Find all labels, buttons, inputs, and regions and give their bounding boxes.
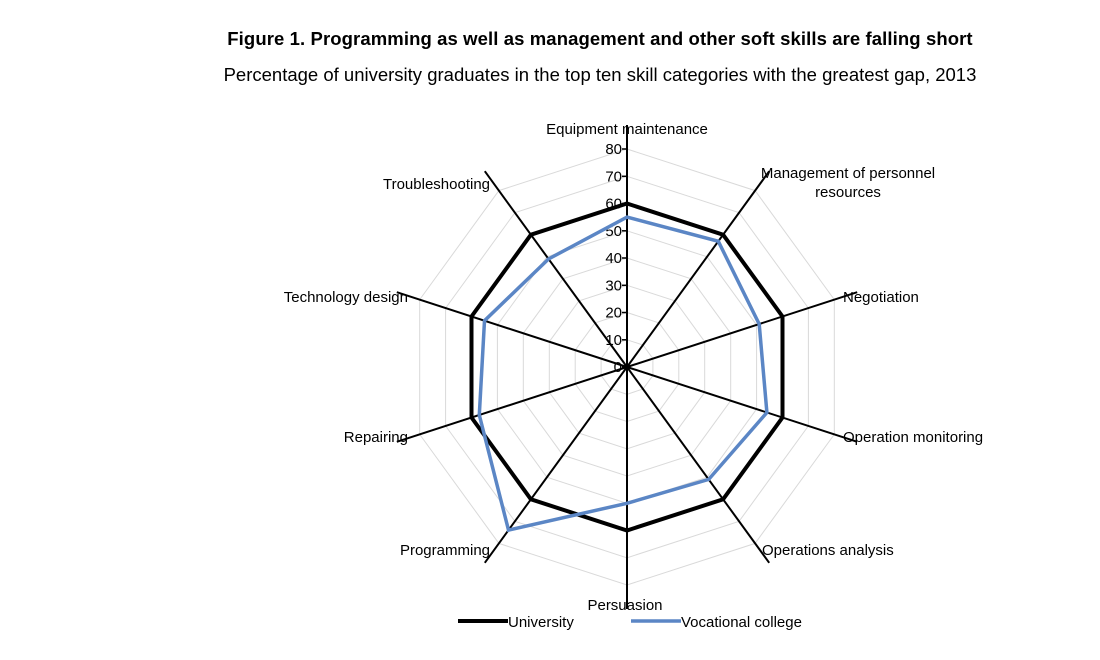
category-label-troubleshooting: Troubleshooting <box>383 176 490 193</box>
spoke-8 <box>396 366 628 443</box>
category-label-management-of-personnel-resources: Management of personnel resources <box>761 165 935 201</box>
tick-label-0: 0 <box>614 359 622 376</box>
tick-label-20: 20 <box>605 305 622 322</box>
category-label-operation-monitoring: Operation monitoring <box>843 429 983 446</box>
category-label-repairing: Repairing <box>344 429 408 446</box>
spoke-4 <box>626 366 858 443</box>
category-label-persuasion: Persuasion <box>587 597 662 614</box>
category-label-equipment-maintenance: Equipment maintenance <box>546 121 708 138</box>
legend-label-vocational-college: Vocational college <box>681 614 802 631</box>
chart-subtitle: Percentage of university graduates in th… <box>223 64 977 85</box>
series-line-vocational-college <box>477 215 769 533</box>
tick-label-70: 70 <box>605 168 622 185</box>
tick-label-10: 10 <box>605 332 622 349</box>
category-label-operations-analysis: Operations analysis <box>762 542 894 559</box>
spoke-10 <box>483 170 628 368</box>
tick-label-40: 40 <box>605 250 622 267</box>
tick-label-30: 30 <box>605 277 622 294</box>
category-label-programming: Programming <box>400 542 490 559</box>
spoke-3 <box>626 291 858 368</box>
spoke-5 <box>626 366 771 564</box>
tick-label-80: 80 <box>605 141 622 158</box>
series-line-university <box>469 201 785 533</box>
category-label-negotiation: Negotiation <box>843 289 919 306</box>
chart-title: Figure 1. Programming as well as managem… <box>227 28 973 49</box>
category-label-technology-design: Technology design <box>284 289 408 306</box>
legend-label-university: University <box>508 614 574 631</box>
spoke-9 <box>396 291 628 368</box>
spoke-2 <box>626 170 771 368</box>
